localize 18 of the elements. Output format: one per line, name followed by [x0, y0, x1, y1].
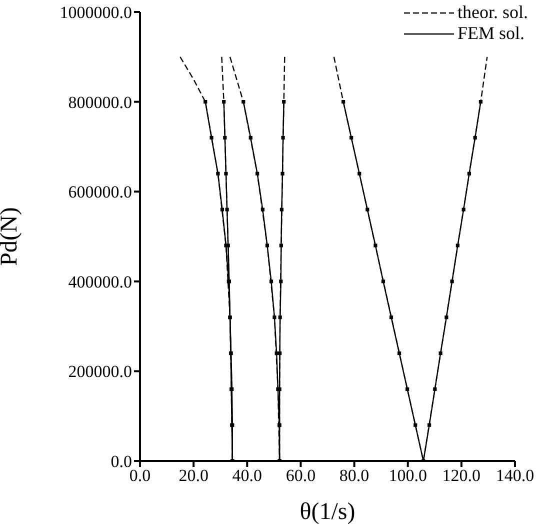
y-tick-label: 0.0	[110, 452, 132, 472]
x-tick-label: 0.0	[129, 466, 151, 486]
x-tick-label: 100.0	[388, 466, 427, 486]
x-tick-label: 40.0	[232, 466, 262, 486]
y-axis-title: Pd(N)	[0, 207, 23, 266]
x-tick-label: 20.0	[178, 466, 208, 486]
legend-label: theor. sol.	[458, 2, 528, 23]
y-tick-label: 400000.0	[68, 272, 132, 292]
y-tick-label: 200000.0	[68, 362, 132, 382]
x-tick-label: 140.0	[496, 466, 534, 486]
x-tick-label: 60.0	[286, 466, 316, 486]
y-tick-label: 1000000.0	[60, 3, 132, 22]
x-axis-title: θ(1/s)	[300, 499, 356, 525]
y-tick-label: 800000.0	[68, 92, 132, 112]
legend-label: FEM sol.	[458, 23, 525, 44]
y-tick-label: 600000.0	[68, 182, 132, 202]
x-tick-label: 80.0	[339, 466, 370, 486]
x-tick-label: 120.0	[442, 466, 481, 486]
